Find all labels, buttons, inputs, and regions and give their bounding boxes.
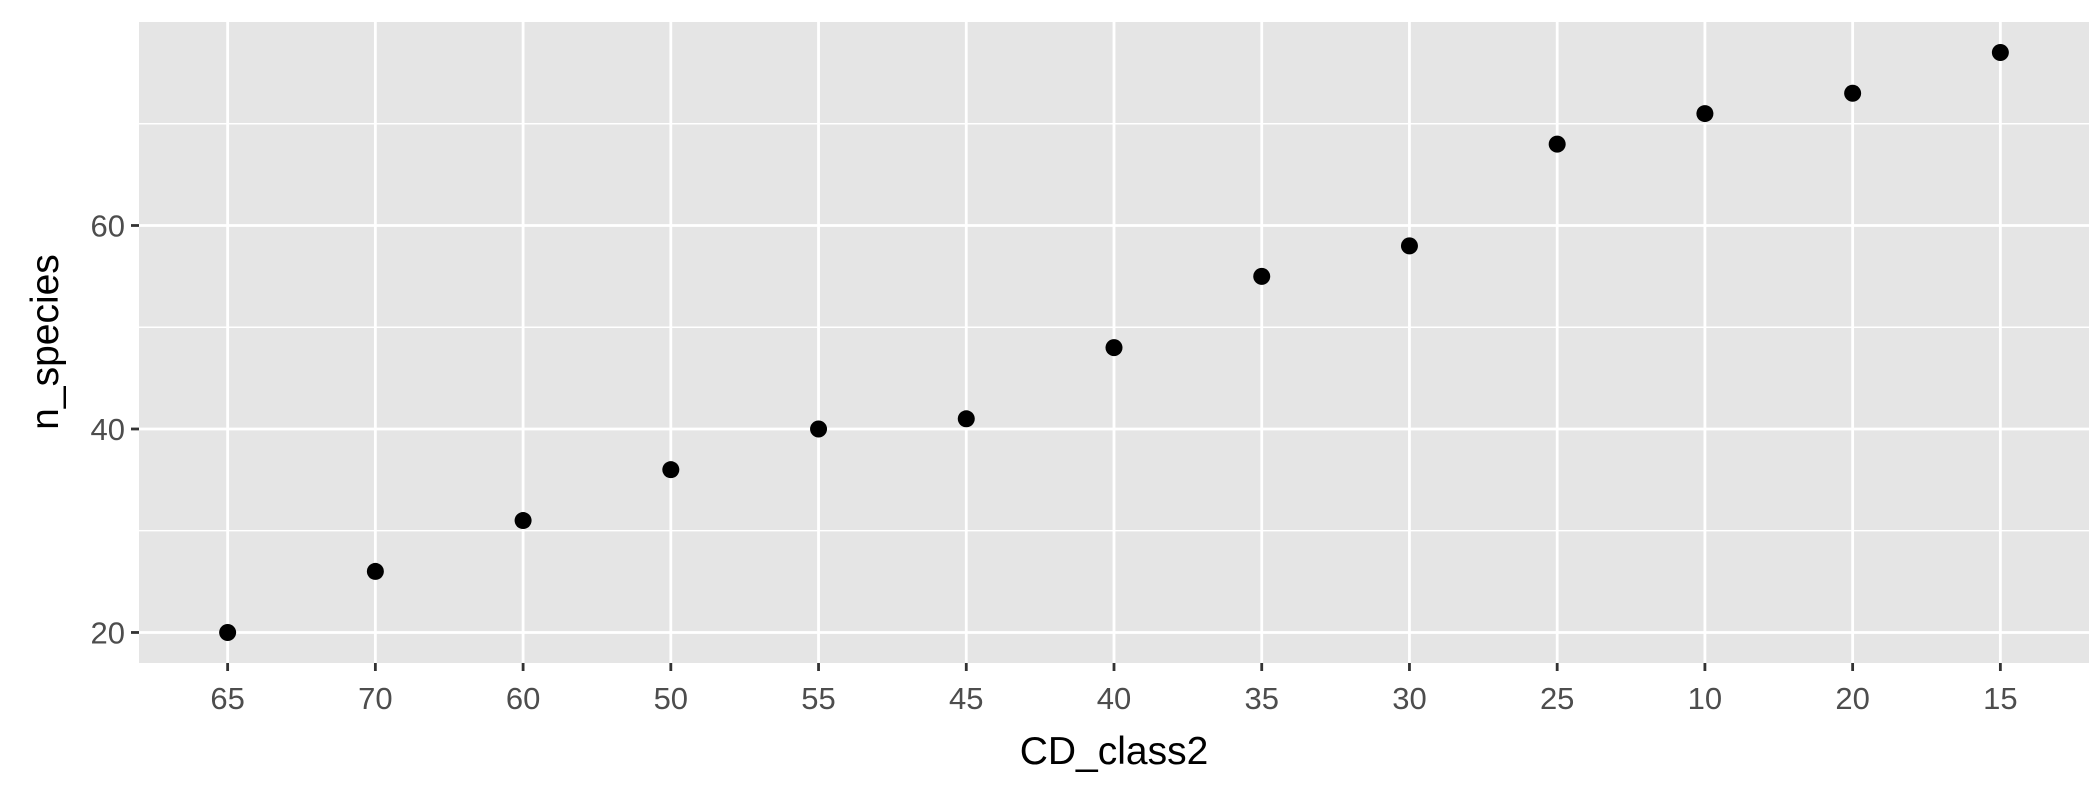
x-tick-label: 35 [1244, 681, 1278, 716]
data-point [366, 562, 384, 580]
x-axis: 65 70 60 50 55 45 40 35 30 25 10 20 15 [210, 663, 2018, 716]
y-tick-label: 40 [91, 412, 125, 447]
x-axis-title: CD_class2 [1020, 730, 1209, 773]
data-point [662, 461, 680, 479]
x-tick-label: 15 [1983, 681, 2017, 716]
data-point [957, 410, 975, 428]
data-point [810, 420, 828, 438]
y-tick-label: 60 [91, 208, 125, 243]
y-axis-title: n_species [24, 254, 67, 430]
x-tick-label: 25 [1540, 681, 1574, 716]
y-axis: 20 40 60 [91, 208, 139, 650]
data-point [1105, 339, 1123, 357]
data-point [1844, 84, 1862, 102]
x-tick-label: 10 [1688, 681, 1722, 716]
data-point [1991, 44, 2009, 62]
x-tick-label: 55 [801, 681, 835, 716]
data-points [219, 44, 2009, 641]
x-tick-label: 50 [654, 681, 688, 716]
x-tick-label: 60 [506, 681, 540, 716]
data-point [219, 623, 237, 641]
x-tick-label: 40 [1097, 681, 1131, 716]
x-tick-label: 20 [1835, 681, 1869, 716]
y-tick-label: 20 [91, 615, 125, 650]
data-point [1548, 135, 1566, 153]
major-grid [139, 22, 2089, 663]
data-point [514, 512, 532, 530]
data-point [1253, 267, 1271, 285]
data-point [1696, 105, 1714, 123]
x-tick-label: 30 [1392, 681, 1426, 716]
x-tick-label: 70 [358, 681, 392, 716]
x-tick-label: 45 [949, 681, 983, 716]
data-point [1400, 237, 1418, 255]
x-tick-label: 65 [210, 681, 244, 716]
